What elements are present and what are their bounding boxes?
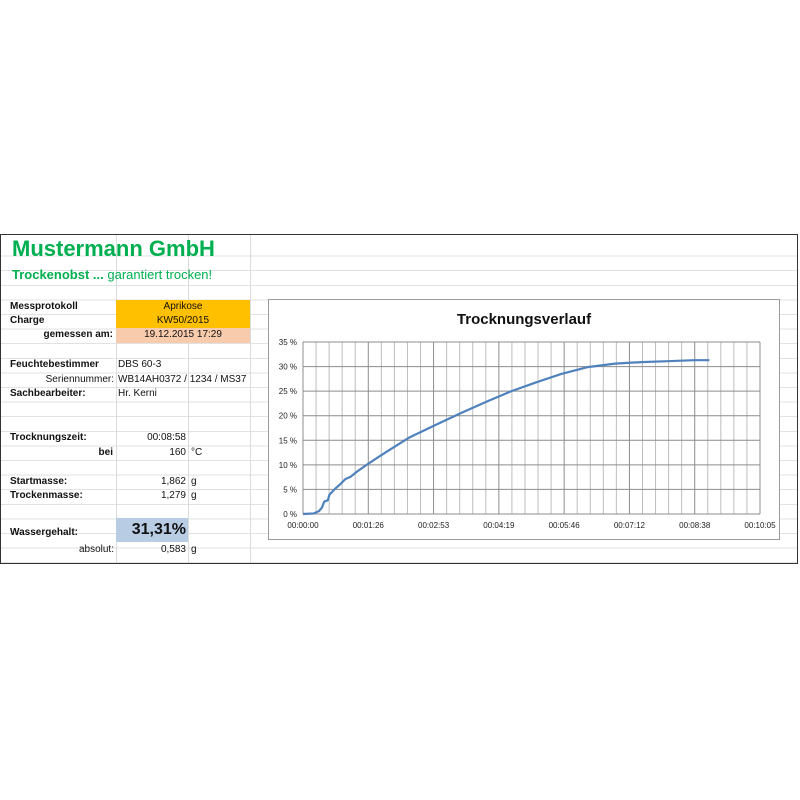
- y-tick-label: 25 %: [279, 387, 297, 396]
- label-absolut: absolut:: [78, 544, 114, 555]
- slogan-bold: Trockenobst ...: [12, 267, 104, 282]
- slogan-rest: garantiert trocken!: [107, 267, 213, 282]
- label-feuchtebestimmer: Feuchtebestimmer: [10, 359, 99, 370]
- value-seriennummer[interactable]: WB14AH0372 / 1234 / MS37: [118, 374, 247, 385]
- label-startmasse: Startmasse:: [10, 476, 68, 487]
- label-gemessen: gemessen am:: [43, 329, 113, 340]
- company-name: Mustermann GmbH: [12, 236, 215, 261]
- label-sachbearbeiter: Sachbearbeiter:: [10, 388, 86, 399]
- y-tick-label: 15 %: [279, 436, 297, 445]
- y-tick-label: 35 %: [279, 338, 297, 347]
- value-feuchtebestimmer[interactable]: DBS 60-3: [118, 359, 162, 370]
- label-messprotokoll: Messprotokoll: [10, 301, 78, 312]
- chart[interactable]: Trocknungsverlauf 0 % 5 % 10 % 15 % 20 % 25 %…: [268, 299, 780, 540]
- label-trockenmasse: Trockenmasse:: [10, 490, 83, 501]
- unit-startmasse: g: [191, 476, 197, 487]
- value-sachbearbeiter[interactable]: Hr. Kerni: [118, 388, 157, 399]
- value-startmasse[interactable]: 1,862: [160, 476, 186, 487]
- x-tick-label: 00:10:05: [744, 521, 776, 530]
- chart-title: Trocknungsverlauf: [456, 311, 592, 328]
- x-tick-label: 00:05:46: [549, 521, 581, 530]
- label-charge: Charge: [10, 315, 45, 326]
- y-tick-label: 5 %: [283, 485, 297, 494]
- unit-absolut: g: [191, 544, 197, 555]
- value-temperature[interactable]: 160: [169, 447, 186, 458]
- x-tick-label: 00:02:53: [418, 521, 450, 530]
- y-tick-label: 10 %: [279, 461, 297, 470]
- value-absolut[interactable]: 0,583: [160, 544, 186, 555]
- x-tick-label: 00:00:00: [287, 521, 319, 530]
- x-tick-label: 00:08:38: [679, 521, 711, 530]
- value-wassergehalt[interactable]: 31,31%: [131, 521, 186, 538]
- label-trocknungszeit: Trocknungszeit:: [10, 432, 87, 443]
- value-trockenmasse[interactable]: 1,279: [160, 490, 186, 501]
- x-tick-label: 00:01:26: [353, 521, 385, 530]
- slogan: Trockenobst ... garantiert trocken!: [12, 266, 212, 284]
- x-tick-label: 00:07:12: [614, 521, 646, 530]
- x-tick-label: 00:04:19: [483, 521, 515, 530]
- blue-fill: [116, 518, 188, 542]
- label-wassergehalt: Wassergehalt:: [10, 527, 78, 538]
- label-bei: bei: [98, 447, 113, 458]
- unit-temperature: °C: [191, 447, 203, 458]
- unit-trockenmasse: g: [191, 490, 197, 501]
- series-line: [302, 359, 710, 516]
- value-gemessen[interactable]: 19.12.2015 17:29: [144, 329, 222, 340]
- value-messprotokoll[interactable]: Aprikose: [163, 301, 203, 312]
- y-tick-label: 20 %: [279, 412, 297, 421]
- value-trocknungszeit[interactable]: 00:08:58: [147, 432, 186, 443]
- label-seriennummer: Seriennummer:: [45, 374, 114, 385]
- y-tick-label: 0 %: [283, 510, 297, 519]
- y-tick-label: 30 %: [279, 363, 297, 372]
- peach-fill: [116, 328, 250, 343]
- orange-fill: [116, 300, 250, 328]
- value-charge[interactable]: KW50/2015: [156, 315, 210, 326]
- chart-plot: 0 % 5 % 10 % 15 % 20 % 25 % 30 % 35 % 00:00:00 00…: [279, 338, 776, 530]
